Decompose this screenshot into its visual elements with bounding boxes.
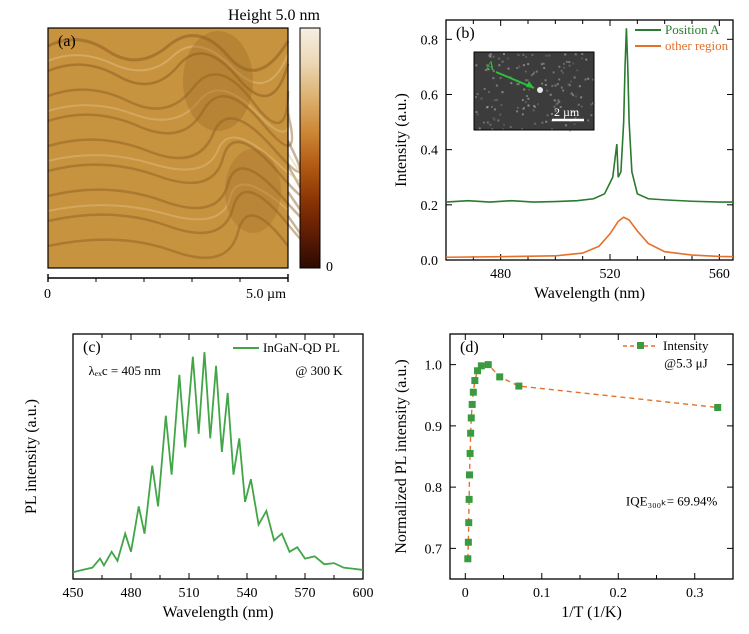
svg-text:0.7: 0.7 xyxy=(425,542,443,557)
svg-text:0.3: 0.3 xyxy=(686,586,704,601)
svg-text:510: 510 xyxy=(179,586,200,601)
svg-text:570: 570 xyxy=(295,586,316,601)
svg-text:Normalized PL intensity (a.u.): Normalized PL intensity (a.u.) xyxy=(393,359,410,553)
svg-text:560: 560 xyxy=(709,267,730,282)
panel-a-letter: (a) xyxy=(58,33,76,50)
svg-text:(b): (b) xyxy=(456,25,475,42)
svg-text:@ 300 K: @ 300 K xyxy=(295,363,343,378)
svg-text:480: 480 xyxy=(490,267,511,282)
svg-text:λₑₓc = 405 nm: λₑₓc = 405 nm xyxy=(88,363,160,378)
svg-text:Intensity: Intensity xyxy=(663,338,709,353)
svg-text:0.2: 0.2 xyxy=(421,199,439,214)
panel-c: 450 480 510 540 570 600 Wavelength (nm) PL inte… xyxy=(18,320,373,625)
svg-text:(d): (d) xyxy=(460,339,479,356)
afm-image xyxy=(48,28,308,268)
svg-text:0.2: 0.2 xyxy=(610,586,628,601)
svg-text:0.1: 0.1 xyxy=(533,586,551,601)
panel-b: 480 520 560 0.0 0.2 0.4 0.6 0.8 Wavelength (nm) I… xyxy=(388,6,743,306)
panel-a-top-label: Height 5.0 nm xyxy=(228,7,321,24)
svg-text:@5.3 μJ: @5.3 μJ xyxy=(664,356,708,371)
svg-text:600: 600 xyxy=(353,586,374,601)
svg-text:1.0: 1.0 xyxy=(425,359,443,374)
svg-text:0.6: 0.6 xyxy=(421,88,439,103)
svg-text:0.8: 0.8 xyxy=(421,33,439,48)
xaxis-min: 0 xyxy=(44,287,51,302)
svg-text:Wavelength (nm): Wavelength (nm) xyxy=(534,285,645,302)
svg-text:Intensity (a.u.): Intensity (a.u.) xyxy=(393,93,410,187)
svg-text:520: 520 xyxy=(600,267,621,282)
panel-a: Height 5.0 nm (a) xyxy=(18,6,368,306)
svg-text:0.4: 0.4 xyxy=(421,144,439,159)
svg-text:480: 480 xyxy=(121,586,142,601)
svg-text:(c): (c) xyxy=(83,339,101,356)
svg-text:0.0: 0.0 xyxy=(421,254,439,269)
svg-text:IQE₃₀₀ₖ= 69.94%: IQE₃₀₀ₖ= 69.94% xyxy=(626,494,718,509)
colorbar xyxy=(300,28,320,268)
colorbar-min: 0 xyxy=(326,260,333,275)
svg-text:PL intensity (a.u.): PL intensity (a.u.) xyxy=(23,399,40,514)
svg-text:A: A xyxy=(485,58,494,73)
svg-text:2 µm: 2 µm xyxy=(554,105,580,119)
svg-text:1/T (1/K): 1/T (1/K) xyxy=(561,604,622,621)
svg-text:450: 450 xyxy=(63,586,84,601)
xaxis-max: 5.0 µm xyxy=(246,287,286,302)
svg-text:other region: other region xyxy=(665,38,729,53)
svg-text:Position A: Position A xyxy=(665,22,720,37)
svg-text:InGaN-QD PL: InGaN-QD PL xyxy=(263,340,340,355)
svg-text:0: 0 xyxy=(462,586,469,601)
svg-text:0.9: 0.9 xyxy=(425,420,443,435)
svg-text:Wavelength (nm): Wavelength (nm) xyxy=(162,604,273,621)
svg-text:0.8: 0.8 xyxy=(425,481,443,496)
svg-text:540: 540 xyxy=(237,586,258,601)
panel-d: 0 0.1 0.2 0.3 0.7 0.8 0.9 1.0 1/T (1/K) Normalize… xyxy=(388,320,743,625)
